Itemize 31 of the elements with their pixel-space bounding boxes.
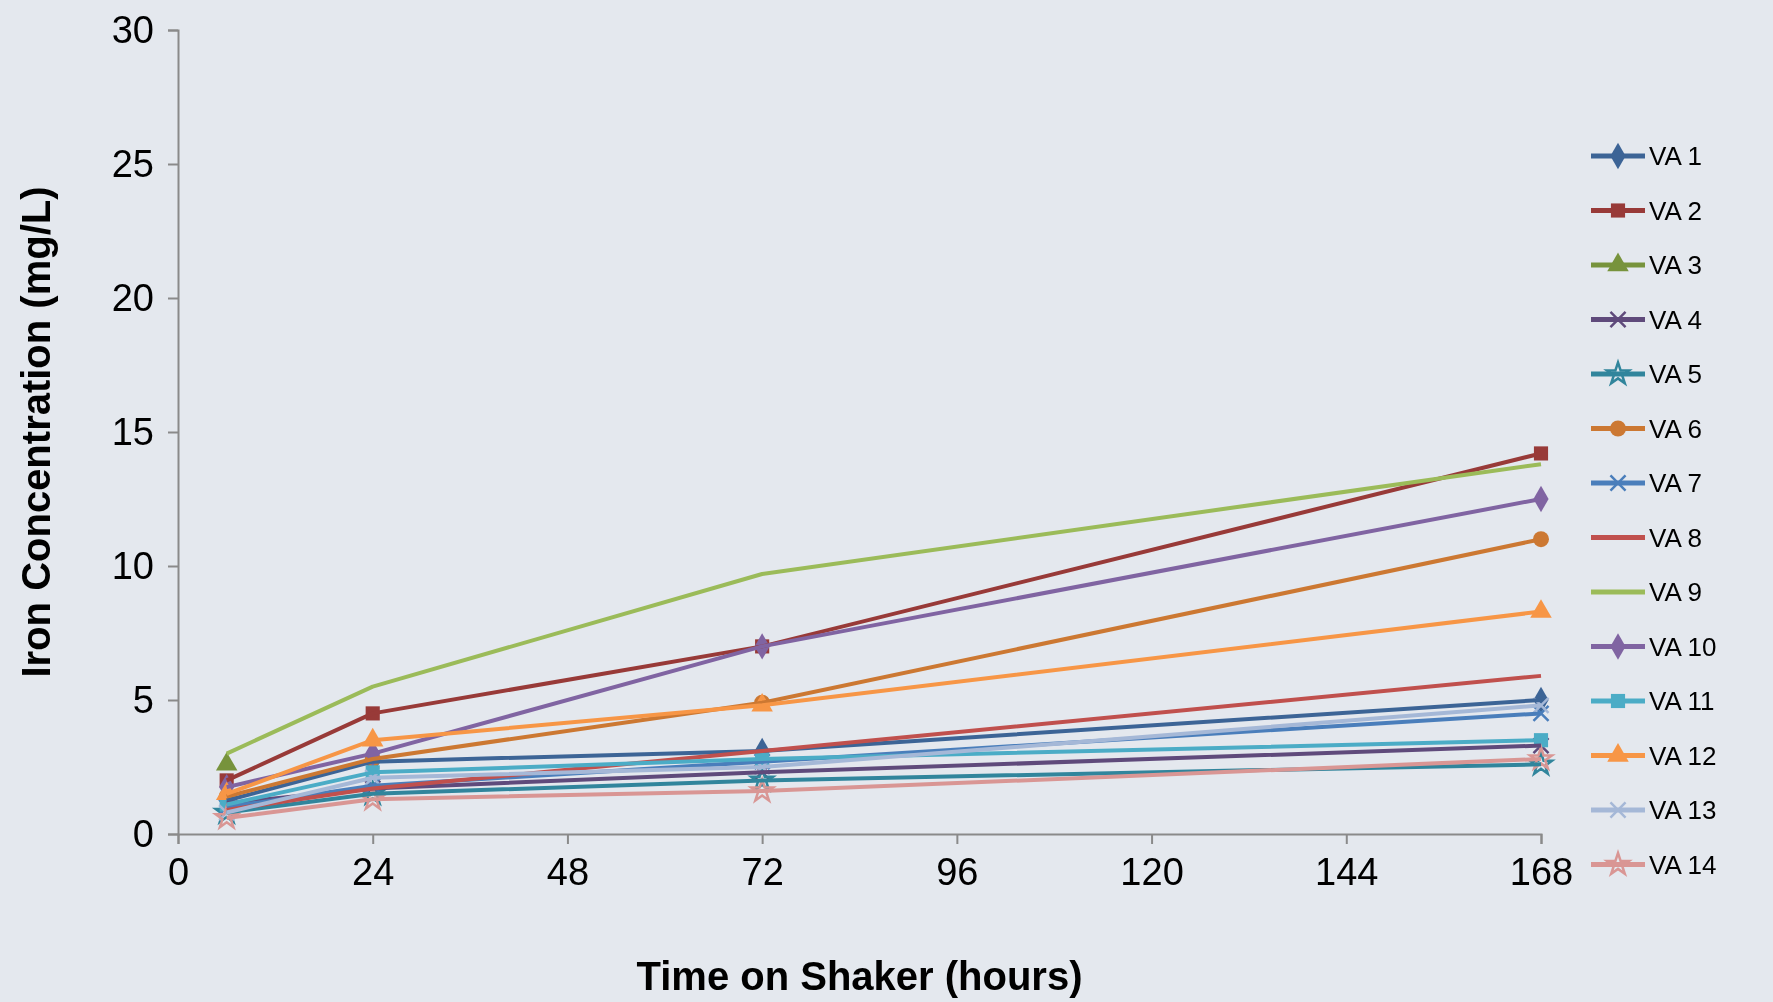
y-tick-label: 5 bbox=[132, 678, 154, 721]
legend-label: VA 14 bbox=[1649, 849, 1717, 880]
y-axis-title: Iron Concentration (mg/L) bbox=[14, 186, 58, 678]
x-axis-title: Time on Shaker (hours) bbox=[636, 954, 1083, 998]
x-tick-label: 72 bbox=[741, 850, 784, 893]
y-tick-label: 0 bbox=[132, 812, 154, 855]
legend-label: VA 11 bbox=[1649, 686, 1715, 717]
legend-label: VA 10 bbox=[1649, 631, 1717, 662]
legend-label: VA 5 bbox=[1649, 359, 1703, 390]
legend-label: VA 3 bbox=[1649, 250, 1703, 281]
legend-label: VA 9 bbox=[1649, 577, 1703, 608]
x-tick-label: 0 bbox=[167, 850, 190, 893]
legend-label: VA 4 bbox=[1649, 304, 1703, 335]
legend-label: VA 2 bbox=[1649, 195, 1703, 226]
y-tick-label: 10 bbox=[111, 544, 154, 587]
x-tick-label: 96 bbox=[936, 850, 979, 893]
x-tick-label: 24 bbox=[352, 850, 395, 893]
legend-label: VA 1 bbox=[1649, 141, 1703, 172]
legend-label: VA 6 bbox=[1649, 413, 1703, 444]
x-tick-label: 168 bbox=[1509, 850, 1574, 893]
legend-label: VA 8 bbox=[1649, 522, 1703, 553]
y-tick-label: 20 bbox=[111, 276, 154, 319]
legend-label: VA 7 bbox=[1649, 468, 1703, 499]
legend-label: VA 13 bbox=[1649, 795, 1717, 826]
y-tick-label: 30 bbox=[111, 8, 154, 51]
x-tick-label: 120 bbox=[1120, 850, 1184, 893]
y-tick-label: 15 bbox=[111, 410, 154, 453]
legend-label: VA 12 bbox=[1649, 740, 1717, 771]
x-tick-label: 48 bbox=[546, 850, 590, 893]
y-tick-label: 25 bbox=[111, 142, 154, 185]
x-tick-label: 144 bbox=[1315, 850, 1379, 893]
